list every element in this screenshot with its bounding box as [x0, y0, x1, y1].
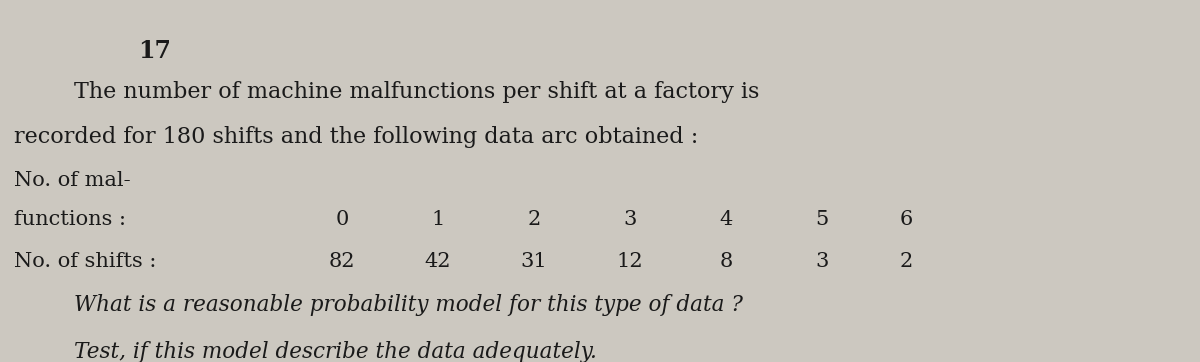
- Text: 31: 31: [521, 252, 547, 271]
- Text: 42: 42: [425, 252, 451, 271]
- Text: 4: 4: [719, 210, 733, 229]
- Text: 2: 2: [899, 252, 913, 271]
- Text: No. of mal-: No. of mal-: [14, 171, 131, 190]
- Text: 8: 8: [719, 252, 733, 271]
- Text: functions :: functions :: [14, 210, 126, 229]
- Text: 1: 1: [431, 210, 445, 229]
- Text: Test, if this model describe the data adequately.: Test, if this model describe the data ad…: [74, 341, 598, 362]
- Text: 3: 3: [623, 210, 637, 229]
- Text: 0: 0: [335, 210, 349, 229]
- Text: 2: 2: [527, 210, 541, 229]
- Text: recorded for 180 shifts and the following data arc obtained :: recorded for 180 shifts and the followin…: [14, 126, 698, 148]
- Text: No. of shifts :: No. of shifts :: [14, 252, 157, 271]
- Text: 82: 82: [329, 252, 355, 271]
- Text: The number of machine malfunctions per shift at a factory is: The number of machine malfunctions per s…: [74, 81, 760, 103]
- Text: 17: 17: [138, 39, 172, 63]
- Text: 6: 6: [899, 210, 913, 229]
- Text: 3: 3: [815, 252, 829, 271]
- Text: 5: 5: [815, 210, 829, 229]
- Text: What is a reasonable probability model for this type of data ?: What is a reasonable probability model f…: [74, 294, 743, 316]
- Text: 12: 12: [617, 252, 643, 271]
